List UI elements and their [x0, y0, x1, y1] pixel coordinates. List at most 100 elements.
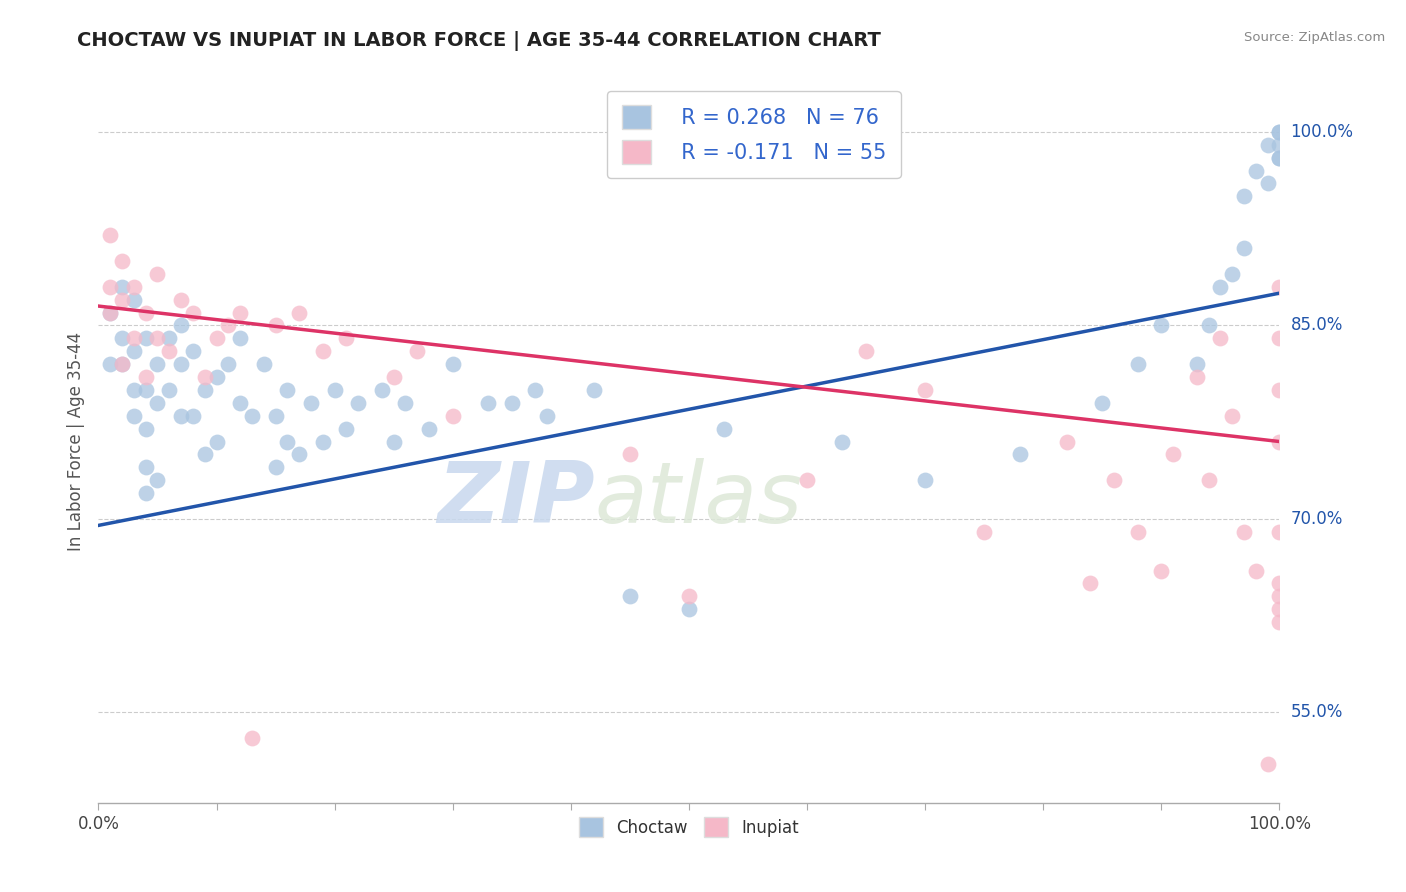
Point: [217, 318, 239, 333]
Point: [1233, 241, 1256, 255]
Point: [229, 305, 252, 319]
Point: [371, 383, 394, 397]
Point: [229, 396, 252, 410]
Point: [1268, 602, 1291, 616]
Point: [135, 422, 157, 436]
Point: [914, 383, 936, 397]
Point: [217, 357, 239, 371]
Text: atlas: atlas: [595, 458, 803, 541]
Point: [1185, 370, 1208, 384]
Point: [1233, 189, 1256, 203]
Point: [1008, 447, 1031, 461]
Point: [1268, 279, 1291, 293]
Point: [194, 370, 217, 384]
Text: 55.0%: 55.0%: [1291, 704, 1343, 722]
Point: [524, 383, 547, 397]
Point: [1220, 267, 1243, 281]
Point: [312, 344, 335, 359]
Text: CHOCTAW VS INUPIAT IN LABOR FORCE | AGE 35-44 CORRELATION CHART: CHOCTAW VS INUPIAT IN LABOR FORCE | AGE …: [77, 31, 882, 51]
Point: [135, 305, 157, 319]
Point: [111, 357, 134, 371]
Point: [1268, 576, 1291, 591]
Point: [583, 383, 606, 397]
Point: [1268, 137, 1291, 152]
Point: [1091, 396, 1114, 410]
Text: Source: ZipAtlas.com: Source: ZipAtlas.com: [1244, 31, 1385, 45]
Point: [619, 447, 641, 461]
Point: [382, 434, 405, 449]
Point: [111, 253, 134, 268]
Point: [1268, 125, 1291, 139]
Point: [1268, 151, 1291, 165]
Point: [288, 447, 311, 461]
Point: [98, 357, 121, 371]
Point: [181, 409, 204, 423]
Point: [229, 331, 252, 345]
Point: [1268, 524, 1291, 539]
Point: [1126, 524, 1149, 539]
Point: [1126, 357, 1149, 371]
Point: [1268, 434, 1291, 449]
Point: [536, 409, 558, 423]
Point: [1244, 564, 1267, 578]
Point: [1150, 318, 1173, 333]
Point: [678, 590, 700, 604]
Y-axis label: In Labor Force | Age 35-44: In Labor Force | Age 35-44: [66, 332, 84, 551]
Point: [1257, 177, 1279, 191]
Point: [264, 409, 287, 423]
Text: 85.0%: 85.0%: [1291, 317, 1343, 334]
Point: [1268, 151, 1291, 165]
Point: [1268, 615, 1291, 630]
Point: [1056, 434, 1078, 449]
Point: [170, 318, 193, 333]
Point: [157, 331, 180, 345]
Point: [1185, 357, 1208, 371]
Point: [1233, 524, 1256, 539]
Point: [335, 331, 357, 345]
Point: [382, 370, 405, 384]
Point: [441, 409, 464, 423]
Point: [1268, 590, 1291, 604]
Point: [146, 357, 169, 371]
Point: [181, 344, 204, 359]
Point: [98, 279, 121, 293]
Point: [111, 331, 134, 345]
Point: [418, 422, 440, 436]
Point: [135, 331, 157, 345]
Point: [323, 383, 346, 397]
Point: [335, 422, 357, 436]
Point: [914, 473, 936, 487]
Point: [146, 396, 169, 410]
Point: [205, 434, 228, 449]
Point: [135, 370, 157, 384]
Point: [1198, 473, 1220, 487]
Point: [312, 434, 335, 449]
Point: [855, 344, 877, 359]
Point: [181, 305, 204, 319]
Point: [477, 396, 499, 410]
Point: [501, 396, 523, 410]
Point: [1102, 473, 1125, 487]
Point: [157, 383, 180, 397]
Point: [973, 524, 995, 539]
Point: [122, 409, 145, 423]
Point: [1268, 125, 1291, 139]
Point: [98, 228, 121, 243]
Point: [122, 383, 145, 397]
Point: [170, 409, 193, 423]
Point: [205, 370, 228, 384]
Point: [122, 293, 145, 307]
Point: [194, 383, 217, 397]
Point: [253, 357, 276, 371]
Point: [619, 590, 641, 604]
Point: [146, 473, 169, 487]
Point: [1257, 137, 1279, 152]
Point: [678, 602, 700, 616]
Point: [1209, 331, 1232, 345]
Point: [240, 731, 263, 746]
Point: [1209, 279, 1232, 293]
Point: [406, 344, 429, 359]
Point: [796, 473, 818, 487]
Text: ZIP: ZIP: [437, 458, 595, 541]
Point: [831, 434, 853, 449]
